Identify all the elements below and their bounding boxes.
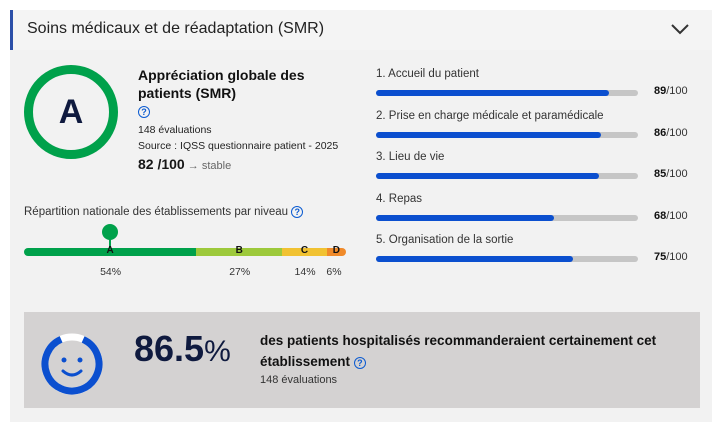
criterion-progress-bar — [376, 90, 638, 96]
level-percent: 27% — [229, 266, 251, 278]
criterion-score: 86/100 — [654, 126, 688, 139]
criterion-progress-fill — [376, 90, 610, 96]
distribution-segment-d: D — [326, 245, 346, 256]
grade-badge: A — [24, 65, 118, 159]
section-title: Soins médicaux et de réadaptation (SMR) — [27, 20, 325, 37]
global-score: 82 /100 → stable — [138, 156, 348, 172]
level-label: B — [235, 245, 243, 256]
source-text: Source : IQSS questionnaire patient - 20… — [138, 140, 339, 152]
criterion-label: 1. Accueil du patient — [376, 68, 479, 80]
criterion-progress-fill — [376, 256, 573, 262]
position-marker — [102, 224, 118, 240]
score-value: 82 /100 — [138, 156, 185, 172]
criterion-progress-bar — [376, 131, 638, 138]
criterion-progress-bar — [376, 173, 638, 179]
help-icon[interactable]: ? — [291, 206, 304, 218]
criterion-progress-fill — [376, 173, 599, 179]
section-header[interactable]: Soins médicaux et de réadaptation (SMR) — [10, 10, 712, 50]
distribution-bar: A B C D — [24, 245, 346, 256]
criterion-progress-bar — [376, 214, 638, 221]
level-label: D — [332, 245, 341, 256]
recommendation-text: des patients hospitalisés recommanderaie… — [260, 333, 657, 369]
criterion-progress-fill — [376, 131, 602, 138]
recommendation-evaluations: 148 évaluations — [260, 374, 338, 386]
criterion-progress-bar — [376, 256, 638, 262]
criterion-score: 68/100 — [654, 209, 688, 222]
position-marker-stem — [109, 238, 111, 252]
level-percent: 6% — [326, 266, 342, 278]
criterion-label: 4. Repas — [376, 192, 423, 205]
level-label: C — [300, 245, 309, 256]
arrow-right-icon: → — [184, 160, 202, 172]
distribution-segment-c: C — [282, 245, 327, 256]
criterion-item: 1. Accueil du patient 89/100 — [376, 68, 706, 97]
criterion-score: 85/100 — [654, 168, 688, 180]
distribution-segment-a: A — [24, 245, 197, 256]
smr-panel: Soins médicaux et de réadaptation (SMR) … — [10, 10, 712, 422]
criterion-item: 3. Lieu de vie 85/100 — [376, 151, 706, 180]
grade-title: Appréciation globale des patients (SMR) — [138, 67, 305, 101]
criterion-item: 4. Repas 68/100 — [376, 192, 706, 222]
level-label: A — [106, 245, 114, 256]
smiley-gauge-icon — [41, 333, 103, 395]
recommendation-box: 86.5% des patients hospitalisés recomman… — [24, 312, 700, 408]
level-percent: 54% — [100, 266, 122, 278]
criterion-label: 5. Organisation de la sortie — [376, 234, 514, 246]
evaluations-count: 148 évaluations — [138, 124, 212, 136]
criterion-label: 3. Lieu de vie — [376, 151, 445, 163]
level-percent: 14% — [294, 266, 316, 278]
grade-info: Appréciation globale des patients (SMR) … — [138, 66, 348, 172]
criterion-item: 2. Prise en charge médicale et paramédic… — [376, 109, 706, 139]
recommendation-percent: 86.5% — [134, 328, 231, 369]
trend-label: stable — [201, 160, 232, 172]
criterion-score: 75/100 — [654, 251, 688, 263]
chevron-down-icon[interactable] — [670, 22, 690, 36]
criterion-score: 89/100 — [654, 85, 688, 97]
distribution-segment-b: B — [196, 245, 283, 256]
criterion-progress-fill — [376, 214, 555, 221]
help-icon[interactable]: ? — [353, 357, 366, 369]
criterion-item: 5. Organisation de la sortie 75/100 — [376, 234, 706, 263]
help-icon[interactable]: ? — [138, 106, 150, 118]
criterion-label: 2. Prise en charge médicale et paramédic… — [376, 109, 604, 122]
distribution-title: Répartition nationale des établissements… — [24, 206, 304, 218]
